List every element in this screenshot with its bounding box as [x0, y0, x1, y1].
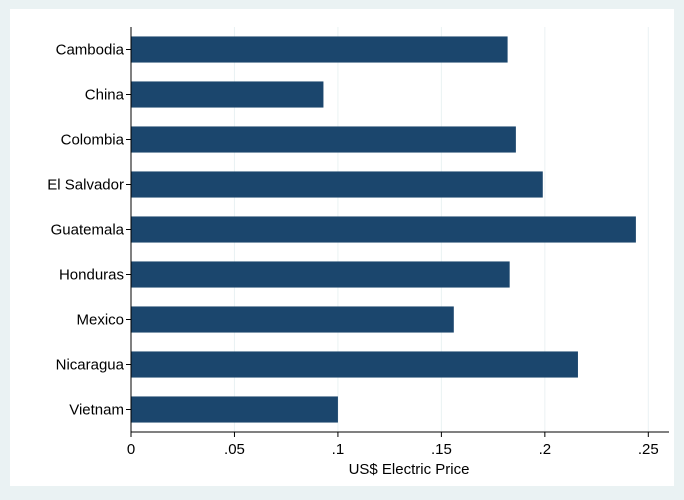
bars	[131, 36, 636, 423]
bar-cambodia	[131, 36, 508, 63]
x-tick-label: .2	[539, 441, 552, 458]
x-tick-label: 0	[127, 441, 135, 458]
bar-colombia	[131, 126, 516, 153]
x-tick-label: .1	[332, 441, 345, 458]
y-tick-label: Guatemala	[51, 222, 125, 239]
x-tick-label: .25	[638, 441, 659, 458]
bar-nicaragua	[131, 351, 578, 378]
y-tick-label: Cambodia	[56, 42, 125, 59]
y-tick-label: Nicaragua	[56, 357, 125, 374]
x-tick-label: .05	[224, 441, 245, 458]
bar-guatemala	[131, 216, 636, 243]
plot-area	[10, 9, 674, 486]
bar-honduras	[131, 261, 510, 288]
y-tick-label: Mexico	[76, 312, 124, 329]
y-tick-label: El Salvador	[47, 177, 124, 194]
x-axis-label: US$ Electric Price	[349, 461, 470, 478]
bar-mexico	[131, 306, 454, 333]
bar-china	[131, 81, 324, 108]
y-tick-label: China	[85, 87, 125, 104]
bar-vietnam	[131, 396, 338, 423]
y-tick-label: Honduras	[59, 267, 124, 284]
bar-el-salvador	[131, 171, 543, 198]
y-tick-label: Vietnam	[69, 402, 124, 419]
y-tick-label: Colombia	[61, 132, 125, 149]
x-tick-label: .15	[431, 441, 452, 458]
tick-labels: Cambodia China Colombia El Salvador Guatemal…	[47, 42, 658, 459]
